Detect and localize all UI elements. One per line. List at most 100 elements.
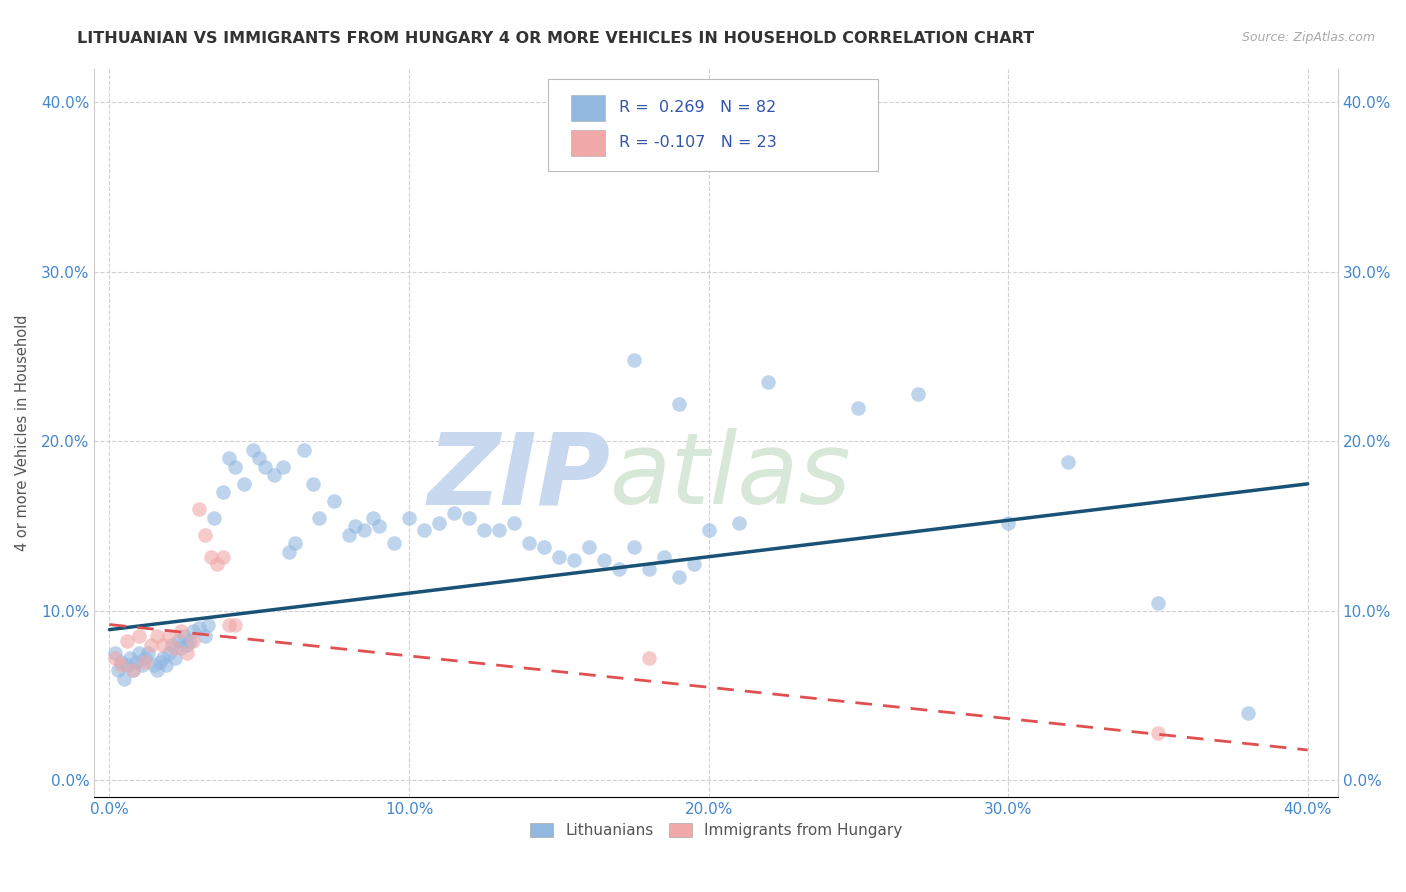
Point	[176, 638, 198, 652]
Point	[398, 510, 420, 524]
Point	[162, 638, 184, 652]
Point	[197, 617, 219, 632]
Point	[165, 651, 187, 665]
Point	[104, 646, 127, 660]
Point	[727, 516, 749, 530]
Point	[637, 651, 659, 665]
Point	[194, 629, 217, 643]
Point	[247, 451, 270, 466]
Point	[202, 510, 225, 524]
Point	[155, 658, 177, 673]
Point	[224, 459, 246, 474]
Point	[368, 519, 391, 533]
Point	[623, 540, 645, 554]
Text: atlas: atlas	[610, 428, 852, 525]
Point	[218, 617, 240, 632]
Point	[173, 629, 195, 643]
Point	[165, 641, 187, 656]
Point	[997, 516, 1019, 530]
Point	[1147, 726, 1170, 740]
Point	[562, 553, 585, 567]
Point	[218, 451, 240, 466]
Point	[157, 629, 180, 643]
Point	[170, 641, 193, 656]
Point	[183, 634, 205, 648]
Point	[427, 516, 450, 530]
Y-axis label: 4 or more Vehicles in Household: 4 or more Vehicles in Household	[15, 315, 30, 551]
Legend: Lithuanians, Immigrants from Hungary: Lithuanians, Immigrants from Hungary	[524, 817, 908, 845]
Point	[104, 651, 127, 665]
Point	[1236, 706, 1258, 720]
Point	[668, 397, 690, 411]
Point	[125, 655, 148, 669]
Point	[337, 527, 360, 541]
Point	[207, 557, 229, 571]
Point	[547, 549, 569, 564]
Point	[107, 663, 129, 677]
Point	[907, 387, 929, 401]
Point	[128, 629, 150, 643]
Text: R = -0.107   N = 23: R = -0.107 N = 23	[619, 135, 778, 150]
Point	[110, 658, 132, 673]
Point	[443, 506, 465, 520]
Point	[254, 459, 277, 474]
Point	[652, 549, 675, 564]
Point	[224, 617, 246, 632]
Point	[200, 549, 222, 564]
Text: ZIP: ZIP	[427, 428, 610, 525]
Point	[183, 624, 205, 639]
Point	[578, 540, 600, 554]
Point	[131, 658, 153, 673]
Point	[533, 540, 555, 554]
Point	[458, 510, 481, 524]
Point	[117, 658, 139, 673]
Point	[152, 651, 174, 665]
Point	[592, 553, 614, 567]
Text: LITHUANIAN VS IMMIGRANTS FROM HUNGARY 4 OR MORE VEHICLES IN HOUSEHOLD CORRELATIO: LITHUANIAN VS IMMIGRANTS FROM HUNGARY 4 …	[77, 31, 1035, 46]
Point	[143, 658, 166, 673]
FancyBboxPatch shape	[571, 130, 606, 156]
Point	[112, 672, 135, 686]
Point	[846, 401, 869, 415]
Point	[284, 536, 307, 550]
Point	[167, 634, 190, 648]
Point	[308, 510, 330, 524]
Text: Source: ZipAtlas.com: Source: ZipAtlas.com	[1241, 31, 1375, 45]
Point	[323, 493, 346, 508]
Point	[134, 655, 156, 669]
Point	[488, 523, 510, 537]
Point	[292, 442, 315, 457]
Point	[382, 536, 405, 550]
Point	[682, 557, 704, 571]
Point	[212, 485, 235, 500]
Point	[623, 353, 645, 368]
Point	[668, 570, 690, 584]
Point	[122, 663, 145, 677]
Point	[146, 663, 169, 677]
Point	[344, 519, 367, 533]
Point	[502, 516, 524, 530]
Point	[128, 646, 150, 660]
Point	[188, 502, 211, 516]
Point	[134, 651, 156, 665]
Point	[637, 561, 659, 575]
Point	[1057, 455, 1080, 469]
Point	[157, 646, 180, 660]
Point	[361, 510, 384, 524]
Point	[353, 523, 375, 537]
Point	[152, 638, 174, 652]
Point	[138, 646, 160, 660]
Point	[302, 476, 325, 491]
Point	[607, 561, 630, 575]
Point	[233, 476, 256, 491]
Point	[413, 523, 436, 537]
Point	[697, 523, 720, 537]
Point	[188, 621, 211, 635]
Point	[212, 549, 235, 564]
Point	[263, 468, 285, 483]
Point	[120, 651, 142, 665]
Point	[179, 634, 201, 648]
Point	[146, 629, 169, 643]
Text: R =  0.269   N = 82: R = 0.269 N = 82	[619, 100, 776, 115]
Point	[110, 655, 132, 669]
